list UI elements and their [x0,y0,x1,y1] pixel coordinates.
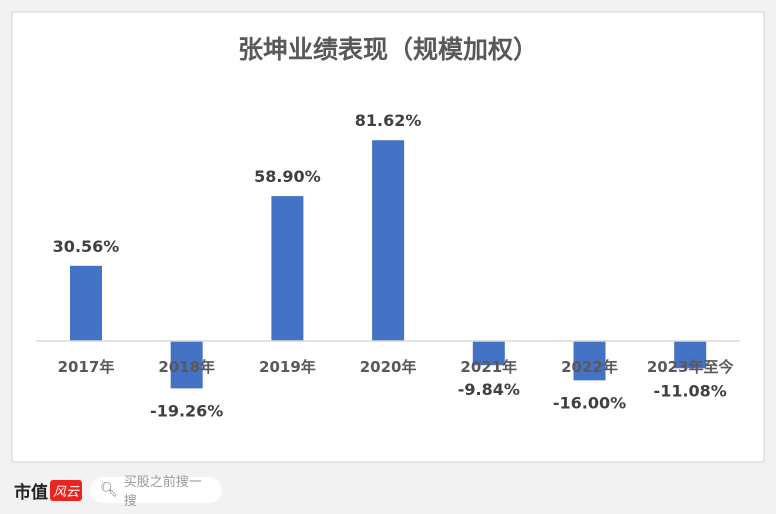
bar [271,196,304,341]
bar [372,140,405,341]
data-label: -16.00% [553,393,626,412]
data-label: 58.90% [254,167,321,186]
bar [170,341,203,389]
chart-title: 张坤业绩表现（规模加权） [238,35,538,64]
category-label: 2021年 [460,358,517,376]
bar [674,341,707,369]
search-icon: 🔍︎ [100,482,118,498]
category-label: 2019年 [259,358,316,376]
bar [70,265,102,341]
category-label: 2023年至今 [647,358,734,376]
data-label: -19.26% [150,401,223,420]
search-placeholder: 买股之前搜一搜 [123,475,202,509]
brand-logo: 市值 [14,482,48,503]
data-label: -9.84% [458,380,520,399]
search-box[interactable]: 🔍︎ 买股之前搜一搜 [90,475,223,509]
brand-mark: 风云 [50,479,83,501]
bar [573,341,606,381]
data-label: -11.08% [654,381,727,400]
data-label: 30.56% [53,237,120,256]
footer: 市值 风云 🔍︎ 买股之前搜一搜 [14,475,223,509]
data-label: 81.62% [355,111,422,130]
category-label: 2022年 [561,358,618,376]
bar [472,341,505,366]
category-label: 2017年 [58,358,115,376]
category-label: 2018年 [158,358,215,376]
category-label: 2020年 [360,358,417,376]
